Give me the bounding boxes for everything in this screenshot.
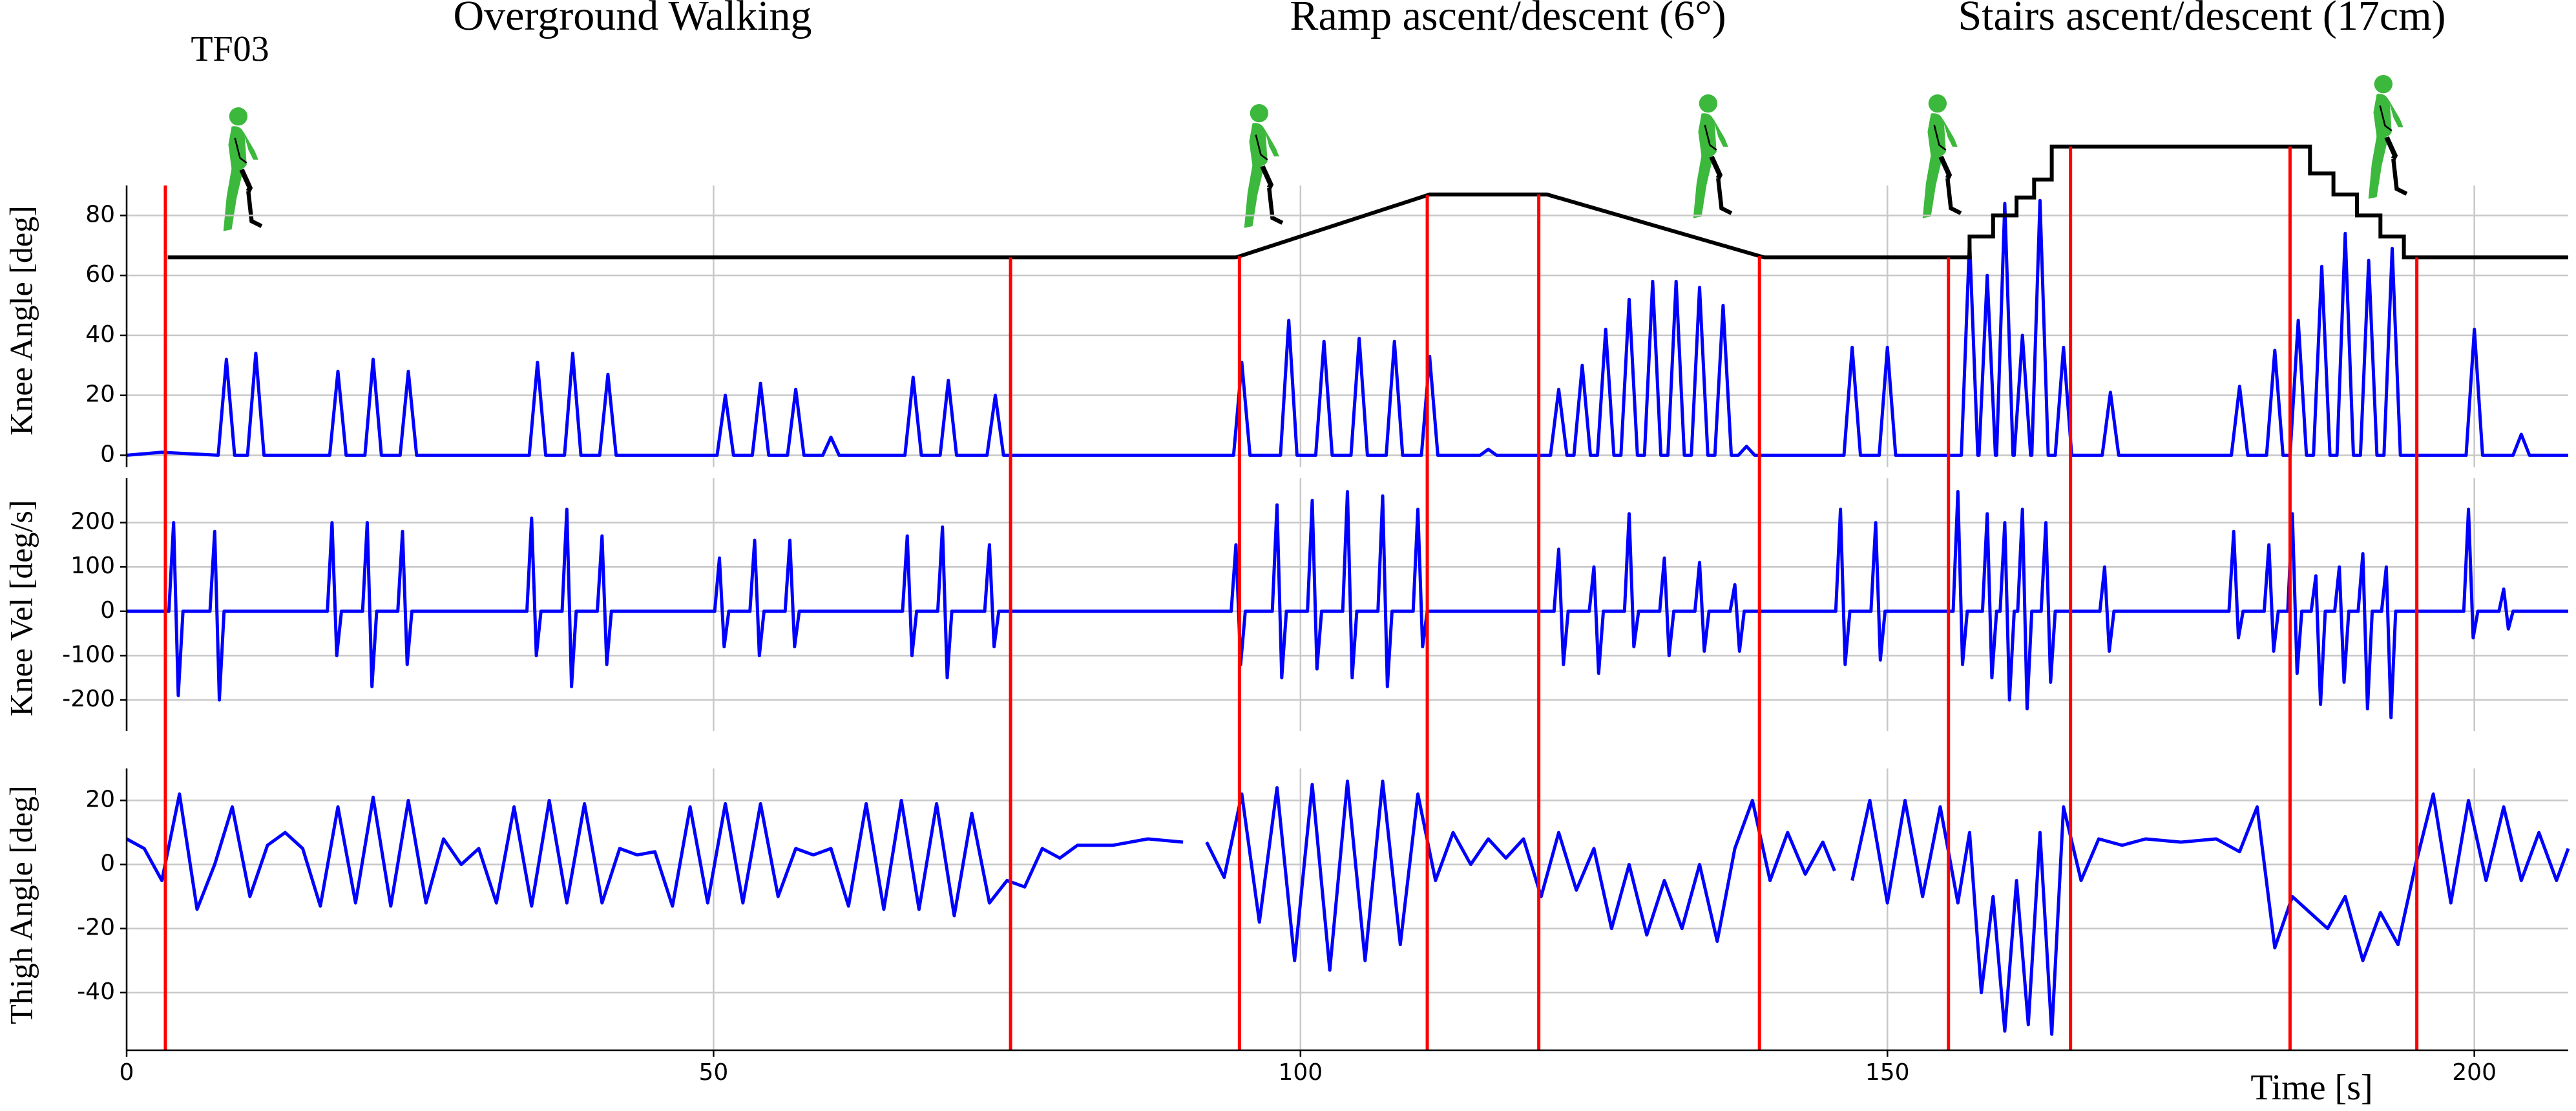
section-title: Overground Walking [453,0,812,39]
y-axis-label: Knee Angle [deg] [3,206,39,435]
x-tick-label: 200 [2452,1059,2497,1086]
section-title: Stairs ascent/descent (17cm) [1958,0,2445,39]
y-tick-label: 20 [85,787,115,813]
y-tick-label: 0 [100,597,115,624]
grid-layer [125,185,2568,1050]
y-tick-label: 80 [85,201,115,227]
y-axis-label: Thigh Angle [deg] [3,785,39,1024]
y-tick-label: -100 [62,641,115,668]
walker-icon [1693,94,1732,218]
lines-layer [125,144,2570,1036]
x-tick-label: 100 [1278,1059,1323,1086]
y-axis-label: Knee Vel [deg/s] [3,500,39,716]
x-tick-label: 0 [120,1059,134,1086]
x-axis-label: Time [s] [2250,1068,2372,1108]
y-tick-label: 20 [85,381,115,408]
y-tick-label: 40 [85,321,115,348]
subject-label: TF03 [191,29,269,69]
data-line [125,779,2570,1036]
y-tick-label: 100 [70,553,115,579]
section-title: Ramp ascent/descent (6°) [1290,0,1726,39]
terrain-profile [167,144,2568,260]
y-tick-label: 60 [85,261,115,288]
x-tick-label: 150 [1865,1059,1910,1086]
walker-icon [1244,104,1283,228]
data-line [127,490,2568,719]
axes-layer [120,185,2568,1057]
y-tick-label: -40 [77,979,115,1005]
walker-icon [224,107,262,231]
y-tick-label: 0 [100,441,115,467]
x-tick-label: 50 [699,1059,729,1086]
y-tick-label: -200 [62,686,115,712]
walker-icon [2369,75,2407,199]
y-tick-label: 0 [100,851,115,877]
y-tick-label: -20 [77,915,115,941]
data-line [126,198,2568,457]
y-tick-label: 200 [70,509,115,535]
events-layer [163,146,2419,1050]
walker-icon [1923,94,1961,218]
